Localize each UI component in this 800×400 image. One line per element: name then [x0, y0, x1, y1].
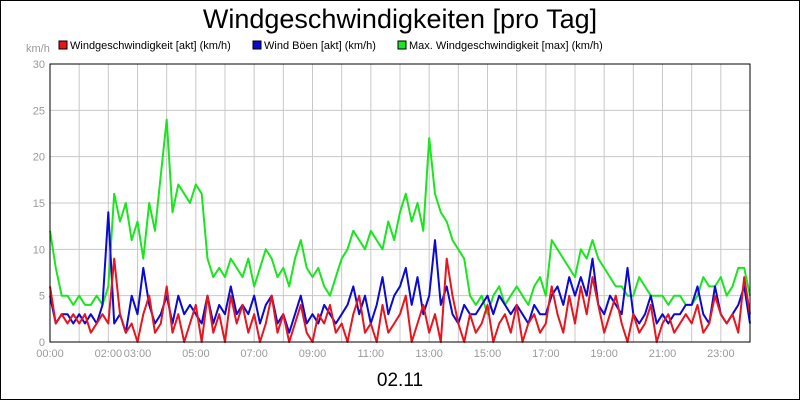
x-tick-label: 13:00: [415, 348, 443, 360]
x-tick-label: 00:00: [36, 348, 64, 360]
y-tick-label: 10: [33, 244, 45, 256]
x-tick-label: 07:00: [240, 348, 268, 360]
legend: Windgeschwindigkeit [akt] (km/h) Wind Böe…: [58, 40, 603, 52]
x-tick-label: 02:00: [95, 348, 123, 360]
series-line-wind-speed: [49, 257, 751, 343]
y-tick-label: 15: [33, 198, 45, 210]
legend-swatch: [397, 40, 407, 50]
x-tick-label: 09:00: [299, 348, 327, 360]
x-tick-label: 05:00: [182, 348, 210, 360]
legend-label: Windgeschwindigkeit [akt] (km/h): [70, 40, 231, 52]
legend-swatch: [252, 40, 262, 50]
plot-area-border: [49, 63, 751, 343]
y-axis-label: km/h: [26, 43, 50, 55]
series-line-max-wind-speed: [49, 118, 751, 316]
x-tick-label: 11:00: [357, 348, 384, 360]
chart-title: Windgeschwindigkeiten [pro Tag]: [203, 4, 597, 34]
y-tick-label: 20: [33, 152, 45, 164]
y-tick-label: 0: [39, 337, 45, 349]
grid-lines: [50, 64, 750, 342]
legend-label: Wind Böen [akt] (km/h): [264, 40, 376, 52]
x-tick-label: 17:00: [532, 348, 560, 360]
x-axis-date-label: 02.11: [377, 370, 423, 391]
series-lines: [49, 118, 751, 343]
x-tick-labels: 00:00 02:00 03:00 05:00 07:00 09:00 11:00 13:00…: [36, 348, 734, 360]
legend-swatch: [58, 40, 68, 50]
x-tick-label: 03:00: [124, 348, 152, 360]
x-tick-label: 15:00: [474, 348, 502, 360]
x-tick-label: 21:00: [649, 348, 677, 360]
y-tick-label: 25: [33, 105, 45, 117]
y-tick-labels: 0 5 10 15 20 25 30: [33, 59, 45, 349]
y-tick-label: 30: [33, 59, 45, 71]
x-tick-label: 19:00: [590, 348, 618, 360]
x-tick-label: 23:00: [707, 348, 735, 360]
legend-label: Max. Windgeschwindigkeit [max] (km/h): [409, 40, 603, 52]
y-tick-label: 5: [39, 291, 45, 303]
